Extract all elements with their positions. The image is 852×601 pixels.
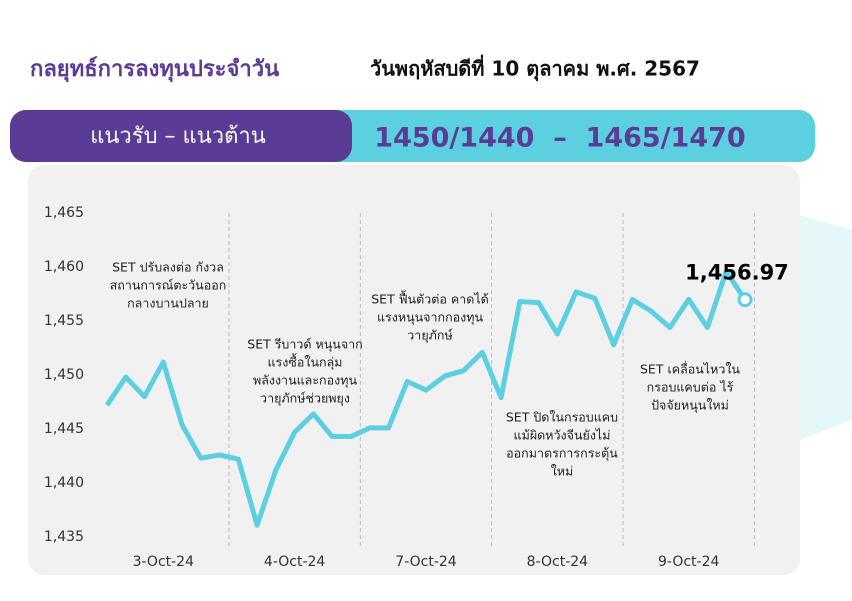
y-tick-label: 1,450 xyxy=(44,367,84,383)
annotation: แรงหนุนจากกองทุน xyxy=(377,310,484,326)
annotation: SET ฟื้นตัวต่อ คาดได้ xyxy=(371,290,488,307)
y-tick-label: 1,455 xyxy=(44,313,84,329)
annotation: แรงซื้อในกลุ่ม xyxy=(268,353,343,371)
annotation: SET เคลื่อนไหวใน xyxy=(640,361,740,377)
point xyxy=(737,292,753,308)
decoration xyxy=(800,215,852,440)
value-label: 1,456.97 xyxy=(685,261,789,285)
annotation: SET ปรับลงต่อ กังวล xyxy=(112,260,224,275)
x-tick-label: 3-Oct-24 xyxy=(133,554,195,570)
x-tick-label: 4-Oct-24 xyxy=(264,554,326,570)
date: วันพฤหัสบดีที่ 10 ตุลาคม พ.ศ. 2567 xyxy=(370,54,700,82)
y-tick-label: 1,460 xyxy=(44,259,84,275)
plot: 1,435 1,440 1,445 1,450 1,455 1,460 1,465 3-Oct… xyxy=(44,205,789,570)
annotation: วายุภักษ์ช่วยพยุง xyxy=(260,391,350,407)
annotation: สถานการณ์ตะวันออก xyxy=(110,278,227,293)
annotation: กลางบานปลาย xyxy=(127,296,209,311)
banner-label: แนวรับ – แนวต้าน xyxy=(90,124,266,149)
annotation: ออกมาตรการกระตุ้น xyxy=(506,446,618,462)
banner-levels: 1450/1440 – 1465/1470 xyxy=(374,123,745,154)
annotation: แม้ผิดหวังจีนยังไม่ xyxy=(514,428,611,443)
annotation: SET ปิดในกรอบแคบ xyxy=(506,410,618,425)
x-tick-label: 7-Oct-24 xyxy=(395,554,457,570)
annotation: ใหม่ xyxy=(551,464,574,479)
banner-label-bg xyxy=(10,110,352,162)
annotation: วายุภักษ์ xyxy=(407,328,453,344)
title: กลยุทธ์การลงทุนประจำวัน xyxy=(30,56,279,83)
annotation: พลังงานและกองทุน xyxy=(253,373,358,389)
y-tick-label: 1,445 xyxy=(44,421,84,437)
chart-panel xyxy=(28,165,800,575)
y-tick-label: 1,465 xyxy=(44,205,84,221)
annotation: SET รีบาวด์ หนุนจาก xyxy=(247,337,362,353)
annotation: ปัจจัยหนุนใหม่ xyxy=(651,398,729,414)
line xyxy=(104,268,748,528)
annotation: กรอบแคบต่อ ไร้ xyxy=(647,380,734,395)
x-tick-label: 8-Oct-24 xyxy=(527,554,589,570)
y-tick-label: 1,435 xyxy=(44,529,84,545)
x-tick-label: 9-Oct-24 xyxy=(658,554,720,570)
y-tick-label: 1,440 xyxy=(44,475,84,491)
